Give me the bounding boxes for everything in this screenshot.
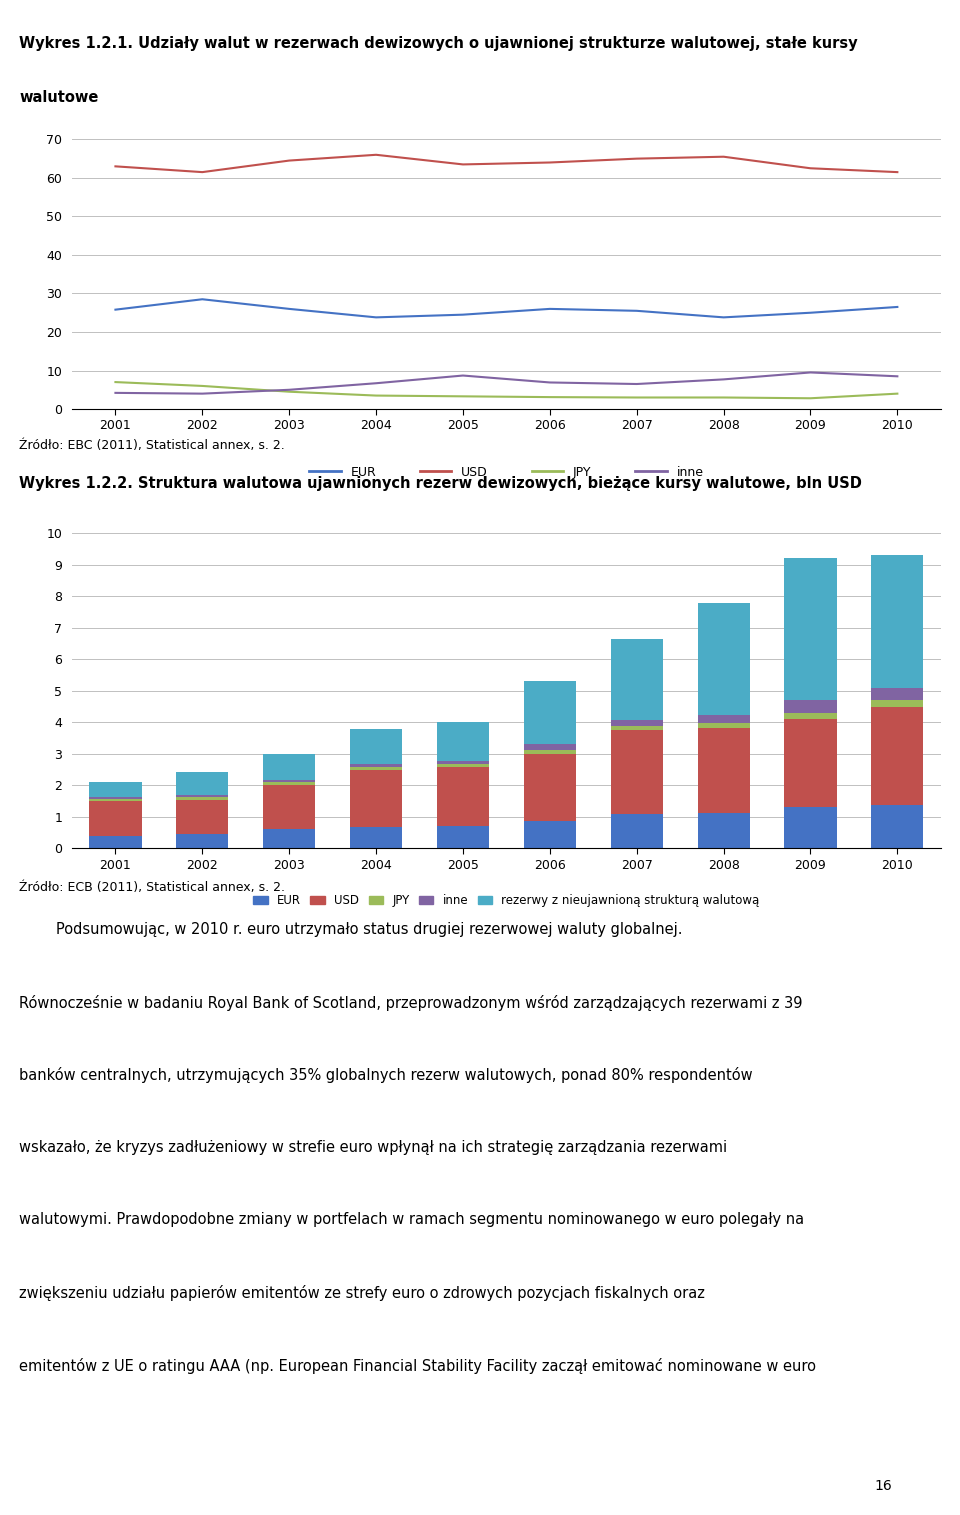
Bar bbox=[177, 797, 228, 800]
Text: 16: 16 bbox=[875, 1479, 892, 1494]
Bar bbox=[524, 750, 576, 754]
Bar bbox=[872, 556, 924, 688]
Bar bbox=[263, 780, 315, 782]
Bar bbox=[89, 836, 141, 848]
Bar bbox=[177, 795, 228, 797]
Bar bbox=[437, 764, 489, 768]
Bar bbox=[177, 773, 228, 795]
Legend: EUR, USD, JPY, inne, rezerwy z nieujawnioną strukturą walutową: EUR, USD, JPY, inne, rezerwy z nieujawni… bbox=[249, 889, 764, 912]
Bar bbox=[611, 639, 662, 720]
Text: wskazało, że kryzys zadłużeniowy w strefie euro wpłynął na ich strategię zarządz: wskazało, że kryzys zadłużeniowy w stref… bbox=[19, 1139, 728, 1154]
Bar bbox=[524, 682, 576, 744]
Bar bbox=[698, 715, 750, 723]
Text: Podsumowując, w 2010 r. euro utrzymało status drugiej rezerwowej waluty globalne: Podsumowując, w 2010 r. euro utrzymało s… bbox=[19, 923, 683, 936]
Bar bbox=[437, 768, 489, 826]
Bar bbox=[350, 729, 402, 764]
Bar bbox=[784, 807, 836, 848]
Bar bbox=[872, 804, 924, 848]
Text: zwiększeniu udziału papierów emitentów ze strefy euro o zdrowych pozycjach fiska: zwiększeniu udziału papierów emitentów z… bbox=[19, 1285, 705, 1301]
Bar bbox=[872, 688, 924, 700]
Bar bbox=[698, 727, 750, 812]
Bar bbox=[524, 821, 576, 848]
Bar bbox=[524, 744, 576, 750]
Text: emitentów z UE o ratingu AAA (np. European Financial Stability Facility zaczął e: emitentów z UE o ratingu AAA (np. Europe… bbox=[19, 1357, 816, 1374]
Bar bbox=[872, 700, 924, 706]
Bar bbox=[177, 800, 228, 835]
Text: Wykres 1.2.2. Struktura walutowa ujawnionych rezerw dewizowych, bieżące kursy wa: Wykres 1.2.2. Struktura walutowa ujawnio… bbox=[19, 476, 862, 491]
Bar bbox=[350, 770, 402, 827]
Bar bbox=[263, 782, 315, 785]
Bar bbox=[350, 767, 402, 770]
Bar bbox=[784, 700, 836, 714]
Bar bbox=[177, 835, 228, 848]
Text: walutowe: walutowe bbox=[19, 89, 99, 105]
Bar bbox=[350, 764, 402, 767]
Legend: EUR, USD, JPY, inne: EUR, USD, JPY, inne bbox=[304, 461, 708, 483]
Bar bbox=[350, 827, 402, 848]
Bar bbox=[89, 797, 141, 798]
Bar bbox=[524, 754, 576, 821]
Bar bbox=[698, 723, 750, 727]
Bar bbox=[263, 754, 315, 780]
Bar bbox=[872, 706, 924, 804]
Text: Równocześnie w badaniu Royal Bank of Scotland, przeprowadzonym wśród zarządzając: Równocześnie w badaniu Royal Bank of Sco… bbox=[19, 994, 803, 1011]
Bar bbox=[611, 730, 662, 814]
Bar bbox=[784, 720, 836, 807]
Bar bbox=[611, 814, 662, 848]
Bar bbox=[263, 830, 315, 848]
Bar bbox=[698, 603, 750, 715]
Text: walutowymi. Prawdopodobne zmiany w portfelach w ramach segmentu nominowanego w e: walutowymi. Prawdopodobne zmiany w portf… bbox=[19, 1212, 804, 1227]
Bar bbox=[437, 826, 489, 848]
Bar bbox=[611, 727, 662, 730]
Text: Źródło: EBC (2011), Statistical annex, s. 2.: Źródło: EBC (2011), Statistical annex, s… bbox=[19, 439, 285, 451]
Bar bbox=[89, 798, 141, 801]
Bar bbox=[784, 714, 836, 720]
Bar bbox=[698, 812, 750, 848]
Bar bbox=[89, 782, 141, 797]
Text: Źródło: ECB (2011), Statistical annex, s. 2.: Źródło: ECB (2011), Statistical annex, s… bbox=[19, 882, 285, 894]
Bar bbox=[437, 723, 489, 761]
Bar bbox=[89, 801, 141, 836]
Bar bbox=[611, 720, 662, 727]
Bar bbox=[263, 785, 315, 830]
Text: banków centralnych, utrzymujących 35% globalnych rezerw walutowych, ponad 80% re: banków centralnych, utrzymujących 35% gl… bbox=[19, 1067, 753, 1083]
Bar bbox=[784, 558, 836, 700]
Text: Wykres 1.2.1. Udziały walut w rezerwach dewizowych o ujawnionej strukturze walut: Wykres 1.2.1. Udziały walut w rezerwach … bbox=[19, 36, 858, 52]
Bar bbox=[437, 761, 489, 764]
